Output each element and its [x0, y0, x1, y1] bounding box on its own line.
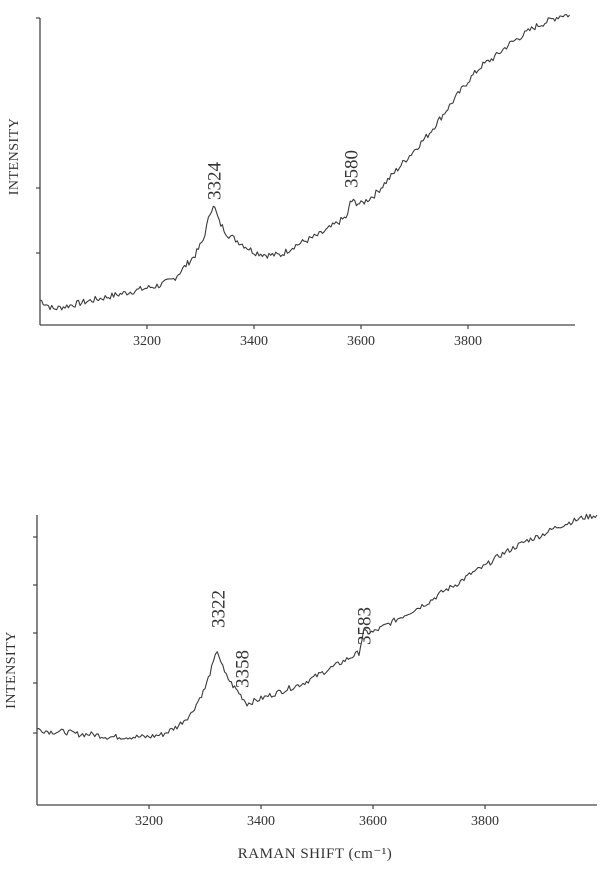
- top-spectrum-panel: 3200 3400 3600 3800 INTENSITY 3324 3580: [7, 13, 575, 349]
- x-tick-label: 3800: [454, 334, 482, 349]
- x-tick-label: 3800: [471, 814, 499, 829]
- x-tick-label: 3200: [135, 814, 163, 829]
- y-axis-label: INTENSITY: [7, 118, 22, 196]
- x-tick-label: 3400: [247, 814, 275, 829]
- peak-label: 3324: [204, 162, 225, 201]
- spectrum-trace: [36, 513, 598, 740]
- peak-label: 3580: [341, 150, 362, 188]
- spectrum-trace: [39, 13, 571, 311]
- x-tick-label: 3400: [240, 334, 268, 349]
- y-axis-label: INTENSITY: [4, 631, 19, 709]
- x-tick-label: 3600: [359, 814, 387, 829]
- x-tick-label: 3200: [133, 334, 161, 349]
- peak-label: 3322: [208, 590, 229, 628]
- x-axis-label: RAMAN SHIFT (cm⁻¹): [238, 846, 392, 862]
- peak-label: 3358: [232, 650, 253, 688]
- x-tick-label: 3600: [347, 334, 375, 349]
- bottom-spectrum-panel: 3200 3400 3600 3800 INTENSITY 3322 3358 3583: [4, 513, 598, 829]
- peak-label: 3583: [354, 607, 375, 645]
